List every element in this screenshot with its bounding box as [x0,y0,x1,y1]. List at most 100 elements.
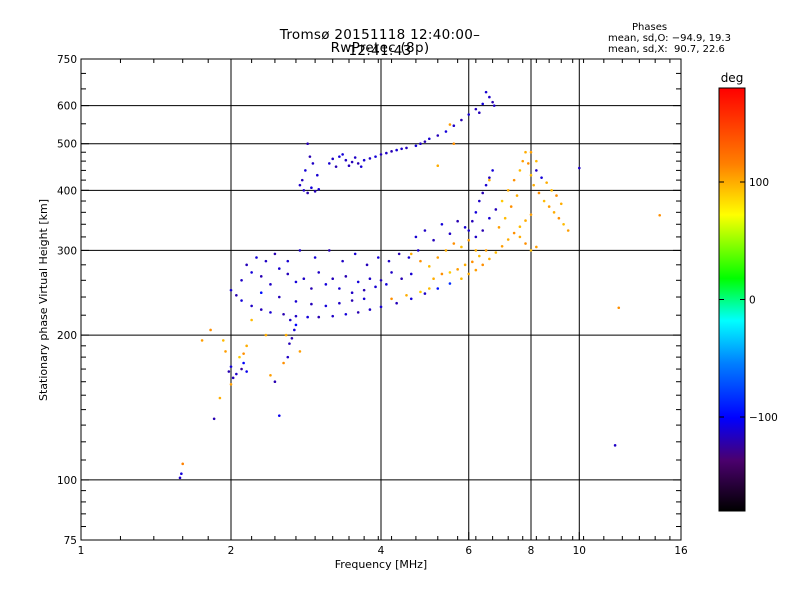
data-point [471,260,474,264]
data-point [471,219,474,223]
data-point [379,279,383,282]
data-point [362,297,366,301]
data-point [512,231,516,235]
data-point [463,263,467,267]
data-point [298,249,302,252]
data-point [298,183,302,187]
x-tick-label: 2 [228,545,235,557]
y-tick-label: 600 [57,101,77,113]
data-point [395,148,398,152]
data-point [350,299,354,302]
data-point [288,318,292,322]
data-point [255,256,258,259]
data-point [200,339,204,342]
data-point [484,90,488,94]
data-point [317,271,321,274]
data-point [460,118,463,122]
data-point [617,306,621,310]
x-mode-stats: mean, sd,X: 90.7, 22.6 [608,44,725,55]
data-point [427,287,431,290]
data-point [414,144,418,148]
data-point [452,242,456,245]
data-point [240,299,243,302]
data-point [419,290,422,294]
data-point [180,472,183,476]
data-point [613,444,617,447]
data-point [555,194,558,197]
x-tick-label: 10 [573,545,586,557]
data-point [385,151,388,155]
data-point [282,312,285,316]
data-point [242,352,245,355]
data-point [277,295,281,299]
data-point [395,301,398,305]
axis-ticks: 1 2 4 6 8 10 16 750 600 500 400 300 200 100 75 [57,54,688,557]
data-point [209,328,212,332]
data-point [497,226,501,229]
y-tick-label: 100 [57,475,77,487]
data-point [529,173,533,177]
data-point [405,146,408,150]
data-point [273,252,277,256]
data-point [409,297,413,301]
data-point [344,275,348,278]
data-point [240,279,243,282]
data-point [547,205,551,208]
data-point [273,380,277,384]
data-point [557,216,561,220]
data-point [347,164,351,168]
data-point [397,252,401,256]
data-point [423,140,427,143]
data-point [405,293,408,297]
data-point [356,162,360,165]
data-point [494,208,498,211]
data-point [390,297,393,301]
data-point [338,155,341,158]
data-point [390,150,393,153]
data-point [284,333,288,337]
data-point [478,254,481,258]
data-point [488,178,491,182]
data-point [419,142,422,145]
y-axis-label: Stationary phase Virtual Height [km] [37,199,50,401]
data-point [390,271,393,274]
data-point [535,169,538,172]
data-point [550,189,553,192]
data-point [350,291,354,295]
data-point [374,285,377,289]
data-point [250,271,253,274]
data-point [506,238,510,241]
data-point [302,277,306,281]
data-point [436,134,440,137]
data-point [518,235,522,239]
y-tick-label: 200 [57,330,77,342]
data-point [250,318,253,322]
data-point [500,199,504,203]
data-point [350,160,354,164]
data-point [368,308,372,311]
data-point [368,277,372,281]
data-point [212,417,216,421]
data-point [315,173,319,177]
data-point [376,256,380,259]
data-point [331,314,335,318]
data-point [229,383,233,386]
data-point [562,222,565,226]
data-point [474,107,478,111]
data-point [374,155,377,158]
x-tick-label: 6 [465,545,472,557]
data-point [566,229,570,232]
data-point [286,272,290,276]
data-point [324,304,328,308]
x-tick-label: 4 [378,545,385,557]
data-point [423,229,427,232]
data-point [344,312,348,316]
data-points [178,90,661,480]
data-point [250,304,253,308]
data-point [448,282,452,285]
data-point [488,216,491,220]
data-point [317,315,321,319]
data-point [542,199,546,203]
x-tick-label: 16 [674,545,688,557]
